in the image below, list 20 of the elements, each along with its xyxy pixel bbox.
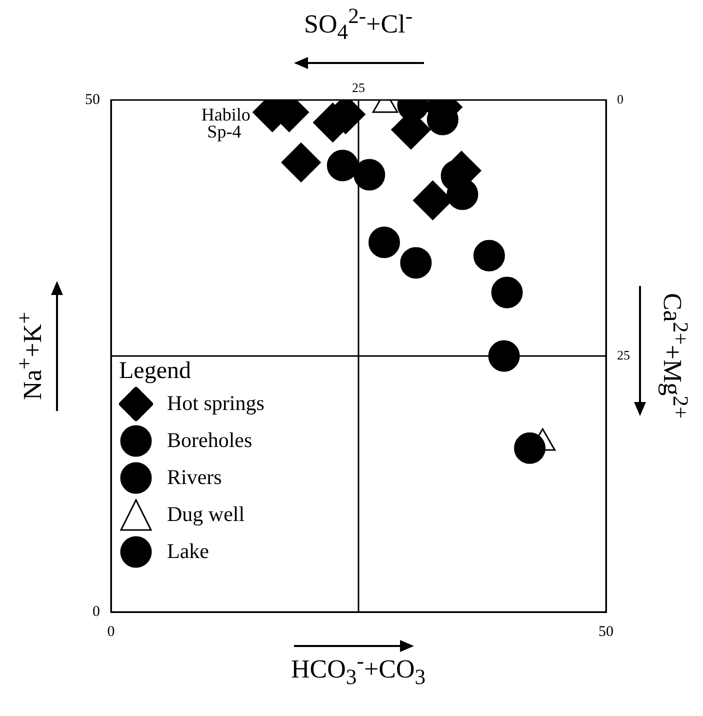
point <box>368 226 400 258</box>
point <box>400 247 432 279</box>
legend-label: Boreholes <box>167 428 252 453</box>
point <box>473 240 505 272</box>
legend-label: Hot springs <box>167 391 264 416</box>
y2-tick-label: 25 <box>617 347 630 362</box>
legend-label: Dug well <box>167 502 245 527</box>
point <box>281 142 321 182</box>
y2-tick-label: 0 <box>617 91 624 106</box>
ref-line-label: 25 <box>352 80 365 95</box>
point <box>326 150 358 182</box>
point <box>514 432 546 464</box>
legend-title: Legend <box>119 358 192 385</box>
point <box>488 340 520 372</box>
legend-label: Rivers <box>167 465 222 490</box>
legend-label: Lake <box>167 539 209 564</box>
point <box>491 276 523 308</box>
point <box>354 159 386 190</box>
x2-axis-title: SO$_{4}$$^{2-}$+Cl$^{-}$ <box>304 4 413 44</box>
x-axis-title: HCO$_{3}$$^{-}$+CO$_{3}$ <box>291 648 426 690</box>
